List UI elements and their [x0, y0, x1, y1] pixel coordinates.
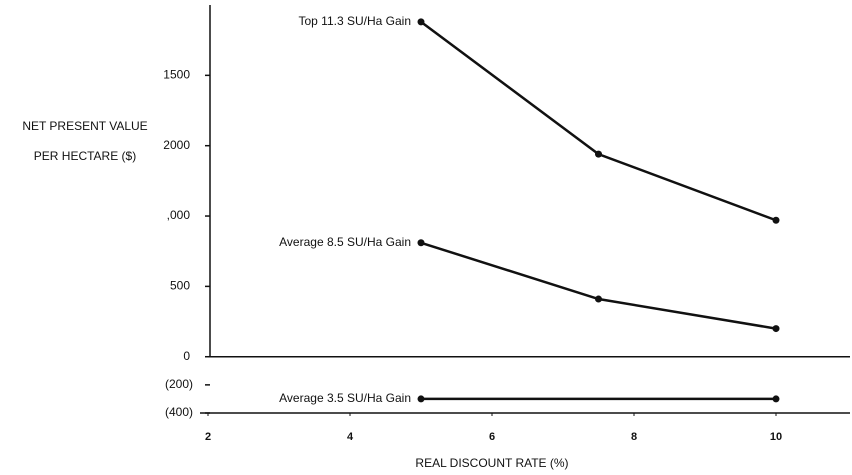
x-tick-label: 8 [631, 431, 637, 443]
y-axis-label: PER HECTARE ($) [34, 149, 136, 163]
y-tick-label: 1500 [163, 68, 190, 82]
point [417, 18, 425, 26]
y-tick-label: (400) [165, 405, 193, 419]
point [417, 395, 425, 403]
series-label: Average 8.5 SU/Ha Gain [279, 235, 411, 249]
y-tick-label: 2000 [163, 138, 190, 152]
x-tick-label: 10 [770, 431, 782, 443]
y-tick-label: (200) [165, 377, 193, 391]
x-tick-label: 4 [347, 431, 354, 443]
y-tick-label: 0 [183, 349, 190, 363]
point [595, 295, 602, 303]
y-tick-label: ,000 [167, 208, 191, 222]
point [417, 239, 425, 247]
point [772, 395, 780, 403]
y-axis-label: NET PRESENT VALUE [22, 119, 147, 133]
x-axis-label: REAL DISCOUNT RATE (%) [415, 456, 568, 470]
line [420, 241, 777, 330]
x-tick-label: 2 [205, 431, 211, 443]
y-tick-label: 500 [170, 279, 190, 293]
point [772, 216, 780, 224]
point [595, 150, 602, 158]
series-label: Average 3.5 SU/Ha Gain [279, 391, 411, 405]
series-label: Top 11.3 SU/Ha Gain [298, 14, 411, 28]
x-tick-label: 6 [489, 431, 495, 443]
line [420, 20, 777, 222]
point [772, 325, 780, 333]
